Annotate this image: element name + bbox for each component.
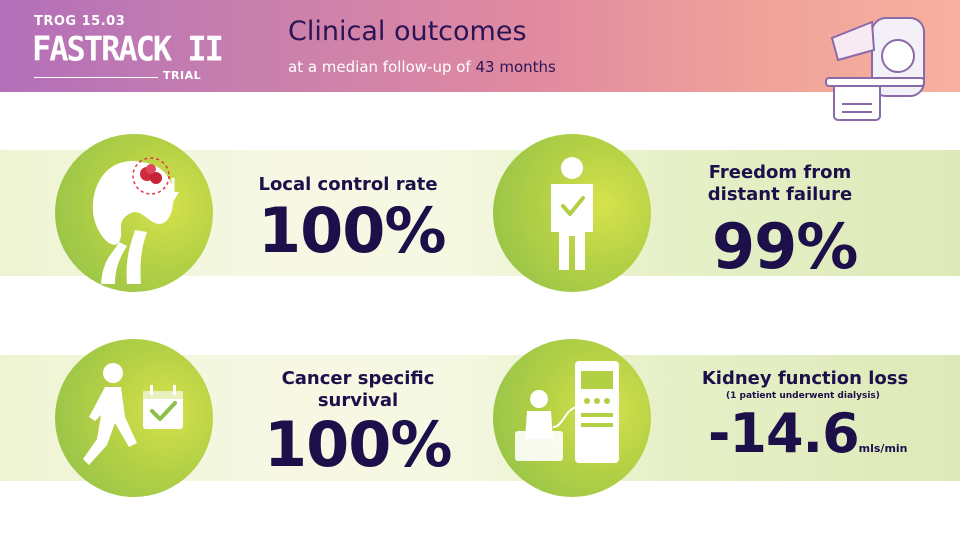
- kidney-function-number: -14.6: [708, 402, 860, 465]
- kidney-function-label: Kidney function loss: [701, 368, 909, 389]
- median-followup: 43 months: [475, 58, 556, 76]
- trial-code: TROG 15.03: [34, 14, 126, 29]
- kidney-function-value: -14.6mls/min: [708, 402, 908, 465]
- dialysis-icon: [515, 361, 619, 463]
- trial-logo-sub: TRIAL: [163, 69, 202, 82]
- walking-calendar-icon: [83, 363, 183, 465]
- distant-failure-badge: [493, 134, 651, 292]
- distant-failure-label-line2: distant failure: [707, 184, 853, 205]
- page-subtitle: at a median follow-up of 43 months: [288, 58, 556, 76]
- cancer-survival-badge: [55, 339, 213, 497]
- header-banner: TROG 15.03 FASTRACK II TRIAL Clinical ou…: [0, 0, 960, 121]
- kidney-function-unit: mls/min: [858, 442, 908, 455]
- local-control-label: Local control rate: [258, 174, 438, 195]
- cancer-survival-label: Cancer specific survival: [258, 368, 458, 412]
- cancer-survival-label-line1: Cancer specific: [281, 368, 435, 389]
- local-control-value: 100%: [258, 194, 447, 267]
- cancer-survival-value: 100%: [264, 408, 453, 481]
- distant-failure-label-line1: Freedom from: [708, 162, 852, 183]
- distant-failure-label: Freedom from distant failure: [682, 162, 878, 206]
- kidney-tumor-icon: [92, 157, 179, 284]
- person-check-icon: [551, 157, 593, 270]
- logo-divider: [34, 77, 158, 78]
- subtitle-prefix: at a median follow-up of: [288, 58, 476, 76]
- cancer-survival-label-line2: survival: [317, 390, 399, 411]
- dialysis-note: (1 patient underwent dialysis): [726, 391, 880, 401]
- page-title: Clinical outcomes: [288, 16, 527, 47]
- kidney-function-badge: [493, 339, 651, 497]
- radiotherapy-machine-icon: [825, 17, 925, 121]
- trial-logo-title: FASTRACK II: [32, 29, 224, 69]
- distant-failure-value: 99%: [712, 210, 858, 283]
- local-control-badge: [55, 134, 213, 292]
